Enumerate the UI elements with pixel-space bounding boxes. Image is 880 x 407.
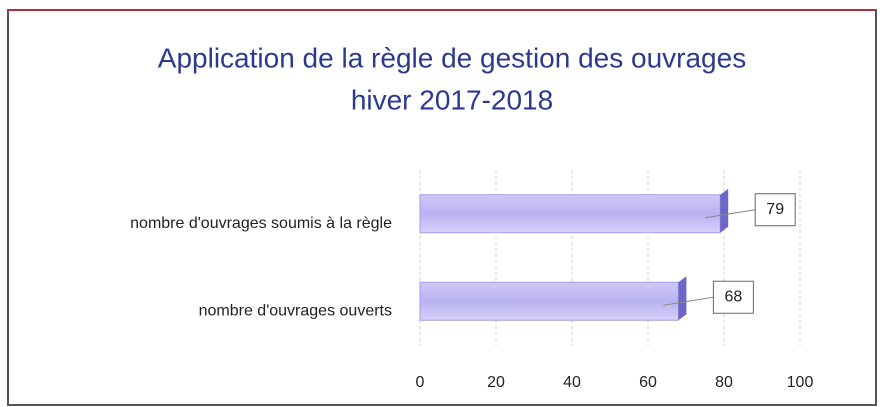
x-tick-label: 20 [487, 374, 505, 391]
bar-end [678, 276, 687, 321]
label-leader [663, 296, 714, 306]
y-tick-label: nombre d'ouvrages ouverts [199, 302, 392, 319]
x-tick-label: 80 [715, 374, 733, 391]
label-box [754, 193, 796, 227]
bar-end [720, 188, 729, 233]
bar [419, 281, 679, 321]
x-tick-label: 100 [787, 374, 814, 391]
label-leader [705, 209, 756, 219]
x-tick-label: 0 [416, 374, 425, 391]
data-label: 68 [725, 288, 743, 305]
bar [419, 194, 721, 234]
x-tick-label: 60 [639, 374, 657, 391]
data-label: 79 [766, 201, 784, 218]
chart-title: hiver 2017-2018 [351, 84, 553, 115]
label-box [712, 280, 754, 314]
x-tick-label: 40 [563, 374, 581, 391]
y-tick-label: nombre d'ouvrages soumis à la règle [130, 215, 392, 232]
chart-title: Application de la règle de gestion des o… [158, 42, 746, 73]
